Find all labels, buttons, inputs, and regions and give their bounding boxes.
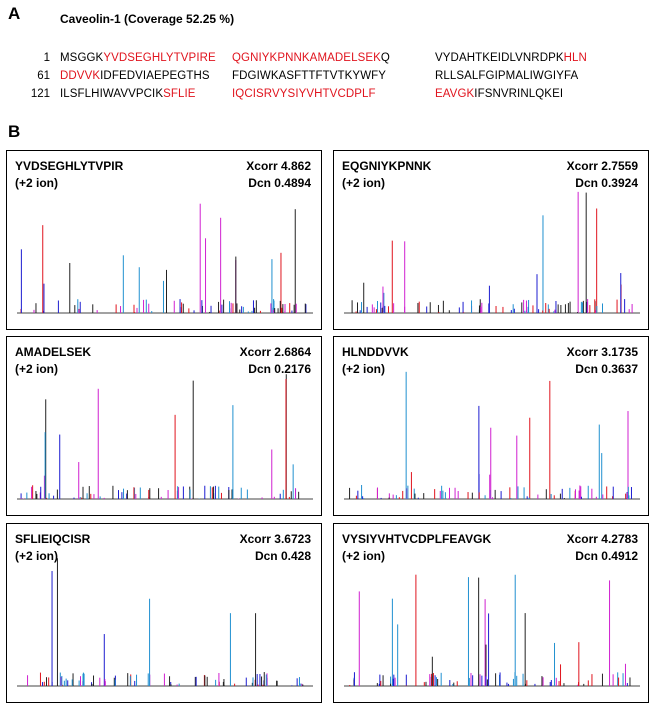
sequence-segment: Q: [380, 52, 390, 64]
sequence-segment: SFLIE: [163, 88, 196, 100]
sequence-segment: EAVGK: [435, 88, 475, 100]
charge-state: (+2 ion): [15, 549, 59, 563]
spectrum-panel: HLNDDVVK (+2 ion) Xcorr 3.1735 Dcn 0.3637: [333, 336, 649, 516]
spectrum: [17, 558, 313, 687]
charge-state: (+2 ion): [342, 362, 386, 376]
sequence-segment: VYDAHTKEIDLVNRDPK: [435, 52, 564, 64]
sequence-segment: DDVVK: [60, 70, 101, 82]
spectrum: [344, 574, 640, 687]
sequence-segment: RLLSALFGIPMALIWGIYFA: [435, 70, 579, 82]
sequence-block: EAVGKIFSNVRINLQKEI: [435, 88, 563, 100]
dcn-score: Dcn 0.428: [254, 549, 311, 563]
peptide-sequence: SFLIEIQCISR: [15, 532, 91, 546]
sequence-block: QGNIYKPNNKAMADELSEKQ: [232, 52, 390, 64]
spectrum-panel: YVDSEGHLYTVPIR (+2 ion) Xcorr 4.862 Dcn 0.4…: [6, 150, 322, 330]
charge-state: (+2 ion): [15, 362, 59, 376]
protein-title: Caveolin-1 (Coverage 52.25 %): [60, 12, 235, 26]
xcorr-score: Xcorr 2.6864: [239, 345, 311, 359]
sequence-segment: IQCISRVYSIYVHTVCDPLF: [232, 88, 376, 100]
spectrum: [344, 371, 640, 500]
residue-number: 1: [43, 52, 50, 64]
spectrum-panel: SFLIEIQCISR (+2 ion) Xcorr 3.6723 Dcn 0.428: [6, 523, 322, 703]
sequence-block: VYDAHTKEIDLVNRDPKHLN: [435, 52, 587, 64]
sequence-block: FDGIWKASFTTFTVTKYWFY: [232, 70, 386, 82]
charge-state: (+2 ion): [342, 549, 386, 563]
spectrum-panel: EQGNIYKPNNK (+2 ion) Xcorr 2.7559 Dcn 0.392…: [333, 150, 649, 330]
peptide-sequence: YVDSEGHLYTVPIR: [15, 159, 124, 173]
xcorr-score: Xcorr 3.1735: [566, 345, 638, 359]
sequence-block: RLLSALFGIPMALIWGIYFA: [435, 70, 578, 82]
peptide-sequence: HLNDDVVK: [342, 345, 409, 359]
xcorr-score: Xcorr 4.2783: [566, 532, 638, 546]
charge-state: (+2 ion): [15, 176, 59, 190]
residue-number: 121: [30, 88, 50, 100]
sequence-segment: HLN: [563, 52, 587, 64]
spectrum: [17, 203, 313, 314]
panel-label: A: [8, 4, 21, 23]
sequence-block: DDVVKIDFEDVIAEPEGTHS: [60, 70, 210, 82]
sequence-segment: IDFEDVIAEPEGTHS: [100, 70, 210, 82]
sequence-segment: FDGIWKASFTTFTVTKYWFY: [232, 70, 387, 82]
panel-label: B: [8, 122, 21, 141]
sequence-block: MSGGKYVDSEGHLYTVPIRE: [60, 52, 216, 64]
residue-number: 61: [37, 70, 50, 82]
peptide-sequence: EQGNIYKPNNK: [342, 159, 432, 173]
dcn-score: Dcn 0.3637: [575, 362, 638, 376]
dcn-score: Dcn 0.3924: [575, 176, 638, 190]
sequence-block: IQCISRVYSIYVHTVCDPLF: [232, 88, 376, 100]
spectrum-panel: VYSIYVHTVCDPLFEAVGK (+2 ion) Xcorr 4.2783 D…: [333, 523, 649, 703]
spectrum-panel: AMADELSEK (+2 ion) Xcorr 2.6864 Dcn 0.2176: [6, 336, 322, 516]
charge-state: (+2 ion): [342, 176, 386, 190]
sequence-segment: ILSFLHIWAVVPCIK: [60, 88, 164, 100]
sequence-segment: MSGGK: [60, 52, 104, 64]
xcorr-score: Xcorr 3.6723: [239, 532, 311, 546]
sequence-segment: IFSNVRINLQKEI: [474, 88, 564, 100]
peptide-sequence: VYSIYVHTVCDPLFEAVGK: [342, 532, 492, 546]
spectrum: [17, 374, 313, 500]
dcn-score: Dcn 0.4912: [575, 549, 638, 563]
sequence-segment: YVDSEGHLYTVPIRE: [103, 52, 216, 64]
sequence-segment: QGNIYKPNNKAMADELSEK: [232, 52, 381, 64]
xcorr-score: Xcorr 2.7559: [566, 159, 638, 173]
spectrum: [344, 191, 640, 314]
xcorr-score: Xcorr 4.862: [246, 159, 311, 173]
dcn-score: Dcn 0.2176: [248, 362, 311, 376]
peptide-sequence: AMADELSEK: [15, 345, 92, 359]
dcn-score: Dcn 0.4894: [248, 176, 311, 190]
sequence-block: ILSFLHIWAVVPCIKSFLIE: [60, 88, 196, 100]
